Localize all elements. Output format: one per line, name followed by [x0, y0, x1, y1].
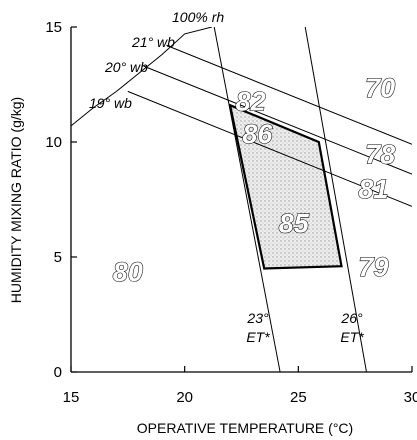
et-label-bottom-1: ET* [246, 329, 270, 345]
zone-label-78: 78 [365, 140, 395, 170]
zone-label-80: 80 [113, 257, 143, 287]
wet-bulb-label-1: 21° wb [131, 34, 175, 50]
wet-bulb-label-3: 19° wb [89, 95, 132, 111]
wet-bulb-line-3 [143, 65, 412, 175]
wet-bulb-line-4 [127, 90, 412, 207]
et-label-bottom-2: ET* [340, 329, 364, 345]
wet-bulb-line-2 [166, 44, 412, 145]
zone-label-85: 85 [279, 209, 310, 239]
x-tick-label-30: 30 [404, 389, 417, 406]
y-tick-label-10: 10 [45, 134, 62, 151]
x-axis-label: OPERATIVE TEMPERATURE (°C) [137, 420, 353, 436]
wet-bulb-label-2: 20° wb [104, 59, 148, 75]
y-tick-label-15: 15 [45, 19, 62, 36]
x-tick-label-25: 25 [290, 389, 307, 406]
zone-label-70: 70 [365, 73, 395, 103]
zone-label-86: 86 [242, 119, 273, 149]
y-tick-label-5: 5 [54, 249, 62, 266]
y-tick-label-0: 0 [54, 364, 62, 381]
zone-label-82: 82 [236, 87, 266, 117]
saturation-label: 100% rh [172, 9, 224, 25]
x-tick-label-15: 15 [63, 389, 80, 406]
effective-temperature-line-5 [213, 27, 281, 372]
zone-label-79: 79 [358, 252, 388, 282]
zone-label-81: 81 [358, 174, 388, 204]
x-tick-label-20: 20 [176, 389, 193, 406]
plot-area: 100% rh 21° wb 20° wb 19° wb 23° ET* 26° ET* 82 7… [45, 9, 417, 406]
et-label-top-2: 26° [340, 310, 363, 326]
et-label-top-1: 23° [246, 310, 269, 326]
effective-temperature-line-6 [304, 27, 367, 372]
y-axis-label: HUMIDITY MIXING RATIO (g/kg) [8, 97, 24, 303]
saturation-line-1 [71, 27, 213, 127]
comfort-zone [228, 103, 343, 270]
